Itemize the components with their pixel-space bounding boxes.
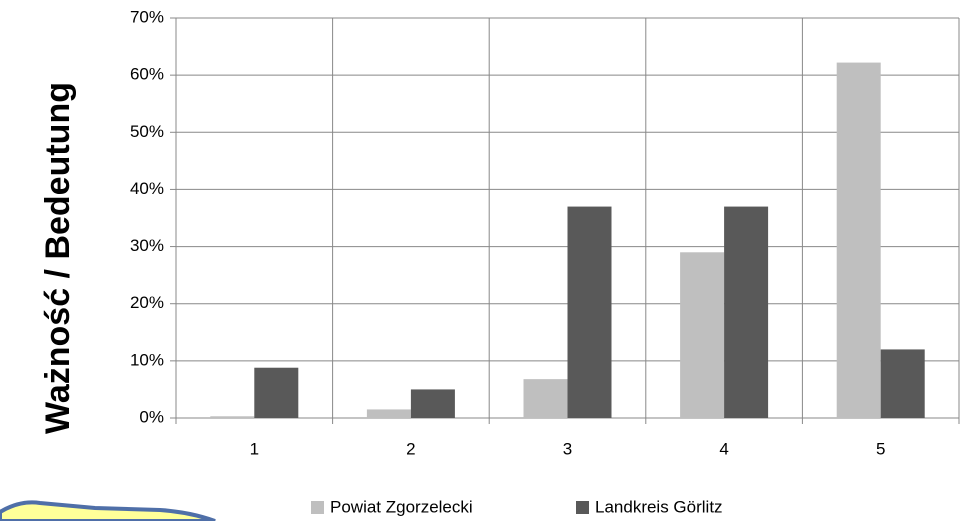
bar — [410, 389, 455, 418]
y-tick-label: 0% — [139, 407, 164, 426]
legend-swatch — [576, 501, 589, 514]
y-tick-label: 30% — [130, 236, 164, 255]
bar — [880, 349, 925, 418]
y-tick-label: 40% — [130, 179, 164, 198]
x-tick-label: 5 — [876, 439, 885, 458]
y-tick-label: 70% — [130, 7, 164, 26]
bar — [210, 416, 255, 418]
y-tick-label: 10% — [130, 350, 164, 369]
y-axis-title: Ważność / Bedeutung — [39, 82, 77, 434]
bar — [724, 206, 769, 418]
bar — [567, 206, 612, 418]
bar — [836, 62, 881, 418]
legend-label: Powiat Zgorzelecki — [330, 497, 473, 516]
y-tick-label: 60% — [130, 65, 164, 84]
y-tick-label: 50% — [130, 122, 164, 141]
legend-label: Landkreis Görlitz — [595, 497, 723, 516]
legend-swatch — [311, 501, 324, 514]
decoration — [0, 500, 216, 521]
x-tick-label: 4 — [719, 439, 728, 458]
y-tick-label: 20% — [130, 293, 164, 312]
bar — [254, 367, 299, 418]
bar — [523, 379, 568, 418]
bar — [366, 409, 411, 418]
x-tick-label: 2 — [406, 439, 415, 458]
x-tick-label: 3 — [563, 439, 572, 458]
bar — [680, 252, 725, 418]
x-tick-label: 1 — [250, 439, 259, 458]
